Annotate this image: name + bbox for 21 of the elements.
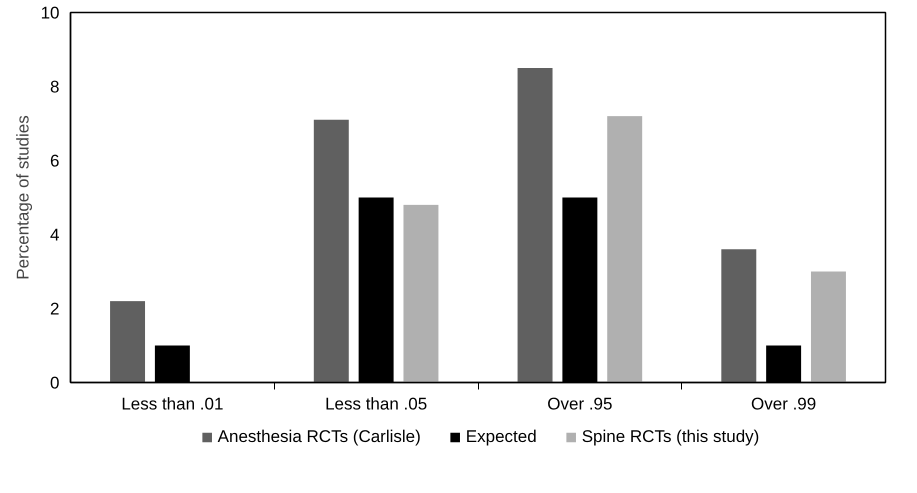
x-tick-label: Less than .05 xyxy=(325,394,428,414)
y-tick-label: 2 xyxy=(50,300,60,318)
legend-label: Anesthesia RCTs (Carlisle) xyxy=(218,427,421,447)
y-tick-label: 10 xyxy=(40,4,60,22)
y-tick-label: 8 xyxy=(50,78,60,96)
legend-label: Spine RCTs (this study) xyxy=(582,427,760,447)
bar xyxy=(518,68,553,382)
y-tick-label: 0 xyxy=(50,374,60,392)
bar xyxy=(721,249,756,382)
x-tick-label: Less than .01 xyxy=(121,394,224,414)
bar xyxy=(607,116,642,382)
bar xyxy=(110,301,146,382)
bar xyxy=(314,120,349,382)
x-tick-label: Over .95 xyxy=(547,394,612,414)
x-tick-label: Over .99 xyxy=(751,394,816,414)
legend-label: Expected xyxy=(466,427,537,447)
y-tick-label: 6 xyxy=(50,152,60,170)
y-tick-label: 4 xyxy=(50,226,60,244)
y-axis-title: Percentage of studies xyxy=(14,115,33,280)
bar xyxy=(403,204,438,382)
bar xyxy=(810,272,846,382)
